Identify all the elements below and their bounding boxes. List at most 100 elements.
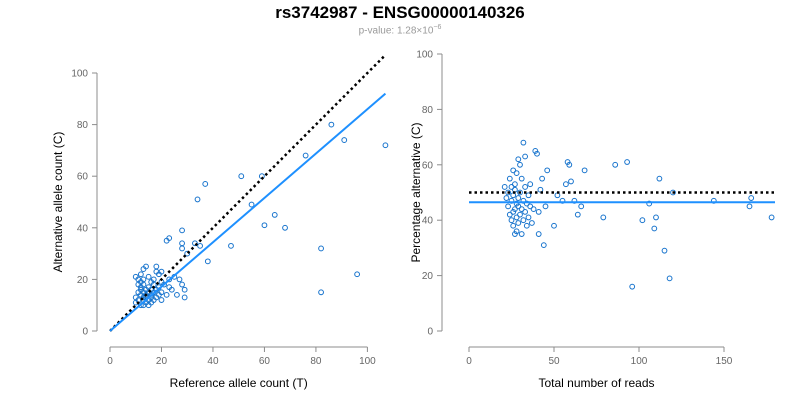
- data-point: [520, 139, 527, 146]
- data-point: [523, 222, 530, 229]
- data-point: [544, 167, 551, 174]
- data-point: [530, 206, 537, 213]
- data-point: [522, 153, 528, 160]
- data-point: [537, 186, 544, 193]
- chart-title: rs3742987 - ENSG00000140326: [275, 3, 525, 22]
- x-tick-label: 150: [716, 356, 733, 367]
- data-point: [600, 214, 607, 221]
- data-point: [520, 217, 527, 224]
- data-point: [710, 197, 717, 204]
- data-point: [510, 222, 517, 229]
- x-tick-label: 60: [259, 356, 271, 367]
- data-point: [181, 294, 188, 301]
- data-point: [197, 242, 203, 249]
- data-point: [302, 152, 309, 159]
- data-point: [581, 167, 588, 174]
- y-axis-label: Alternative allele count (C): [51, 132, 65, 273]
- data-point: [568, 178, 574, 185]
- data-point: [566, 161, 573, 168]
- data-point: [523, 200, 530, 207]
- data-point: [520, 197, 527, 204]
- data-point: [140, 276, 147, 283]
- data-point: [746, 203, 753, 210]
- data-point: [166, 276, 173, 283]
- y-tick-label: 80: [77, 120, 89, 131]
- data-point: [624, 159, 630, 165]
- data-point: [508, 197, 515, 204]
- data-point: [525, 192, 532, 199]
- data-point: [517, 189, 523, 196]
- data-point: [505, 189, 512, 196]
- x-tick-label: 80: [310, 356, 322, 367]
- data-point: [535, 208, 542, 215]
- data-point: [535, 231, 542, 237]
- y-tick-label: 100: [416, 50, 433, 61]
- y-tick-label: 40: [422, 216, 434, 227]
- data-point: [137, 271, 144, 278]
- x-tick-label: 100: [631, 356, 648, 367]
- data-point: [204, 258, 211, 265]
- data-point: [161, 281, 167, 288]
- y-tick-label: 0: [427, 327, 433, 338]
- p-value-text: p-value: 1.28×10: [358, 25, 434, 37]
- y-tick-label: 20: [422, 271, 434, 282]
- data-point: [522, 184, 528, 190]
- data-point: [534, 150, 540, 157]
- x-tick-label: 40: [207, 356, 219, 367]
- data-point: [639, 217, 646, 224]
- data-point: [542, 203, 549, 210]
- data-point: [181, 286, 188, 293]
- data-point: [382, 142, 389, 149]
- data-point: [529, 220, 535, 226]
- data-point: [527, 203, 534, 210]
- data-point: [768, 214, 775, 221]
- data-point: [515, 195, 522, 201]
- y-tick-label: 80: [422, 105, 434, 116]
- data-point: [158, 289, 165, 296]
- y-axis-label: Percentage alternative (C): [409, 122, 423, 262]
- data-point: [228, 242, 234, 249]
- data-point: [318, 289, 324, 296]
- data-point: [515, 203, 522, 210]
- y-tick-label: 0: [82, 327, 88, 338]
- data-point: [629, 283, 636, 290]
- data-point: [318, 245, 324, 252]
- data-point: [522, 208, 528, 215]
- data-point: [505, 203, 512, 210]
- data-point: [202, 181, 209, 187]
- data-point: [354, 271, 361, 278]
- data-point: [513, 214, 520, 221]
- data-point: [527, 181, 534, 188]
- data-point: [518, 206, 525, 213]
- data-point: [150, 276, 157, 283]
- x-axis-label: Reference allele count (T): [170, 376, 308, 390]
- data-point: [517, 211, 523, 218]
- data-point: [508, 184, 515, 190]
- data-point: [174, 291, 180, 298]
- data-point: [539, 175, 545, 182]
- data-point: [513, 170, 520, 177]
- data-point: [513, 228, 520, 235]
- data-point: [563, 181, 569, 188]
- data-point: [506, 211, 513, 218]
- x-tick-label: 20: [156, 356, 168, 367]
- data-point: [670, 189, 676, 196]
- data-point: [510, 167, 517, 174]
- data-point: [540, 242, 547, 249]
- data-point: [517, 161, 523, 168]
- data-point: [192, 240, 198, 247]
- data-point: [168, 286, 175, 293]
- data-point: [748, 195, 755, 201]
- data-point: [158, 297, 165, 303]
- data-point: [551, 222, 557, 229]
- right-panel-percentage-alternative: 0 50 100 150 0 20 40 60 80 100 Total number of rea…: [409, 50, 775, 390]
- data-point: [153, 263, 160, 270]
- data-point: [574, 211, 581, 218]
- data-point: [518, 231, 525, 237]
- data-point: [512, 206, 518, 213]
- p-value-exponent: −6: [433, 24, 442, 31]
- x-tick-label: 100: [359, 356, 376, 367]
- y-tick-label: 60: [422, 160, 434, 171]
- data-point: [179, 240, 185, 247]
